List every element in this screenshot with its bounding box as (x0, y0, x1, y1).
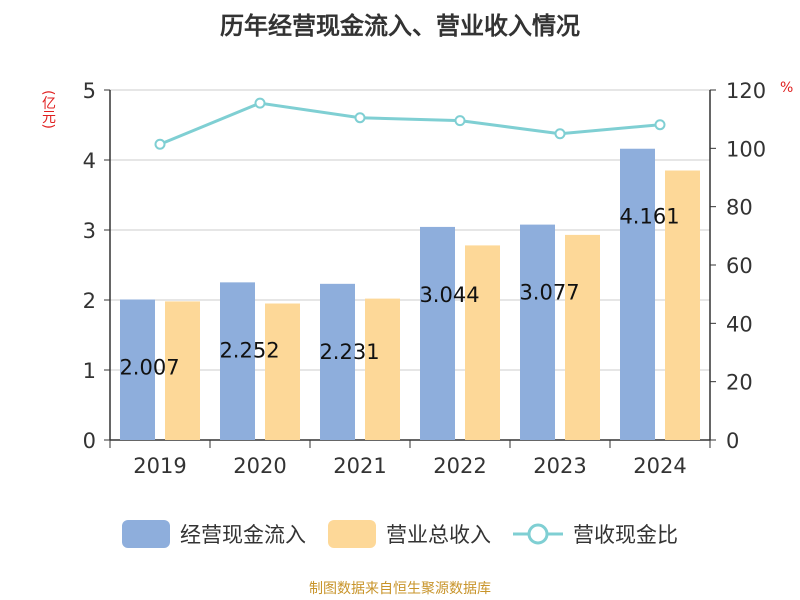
bar-cash-inflow (120, 299, 155, 440)
x-tick-label: 2019 (133, 454, 186, 478)
ratio-point (454, 115, 466, 127)
legend-swatch-revenue (328, 520, 376, 548)
y-right-tick-label: 80 (726, 196, 753, 220)
y-left-tick-label: 4 (83, 149, 96, 173)
data-label-cash-inflow: 2.252 (219, 338, 279, 362)
y-left-tick-label: 2 (83, 289, 96, 313)
legend-label-revenue: 营业总收入 (386, 523, 491, 547)
legend: 经营现金流入 营业总收入 营收现金比 (0, 516, 800, 552)
legend-item-cash-inflow[interactable]: 经营现金流入 (122, 519, 306, 549)
y-left-tick-label: 5 (83, 79, 96, 103)
data-label-cash-inflow: 4.161 (619, 205, 679, 229)
x-tick-label: 2021 (333, 454, 386, 478)
legend-label-cash-inflow: 经营现金流入 (180, 523, 306, 547)
data-label-cash-inflow: 2.007 (119, 356, 179, 380)
ratio-point (554, 128, 566, 140)
y-right-tick-label: 120 (726, 79, 766, 103)
legend-swatch-cash-inflow (122, 520, 170, 548)
y-left-unit: (亿元) (40, 90, 56, 129)
x-tick-label: 2022 (433, 454, 486, 478)
bar-cash-inflow (520, 224, 555, 440)
legend-item-ratio[interactable]: 营收现金比 (513, 519, 678, 549)
bar-revenue (265, 303, 300, 440)
y-left-tick-label: 0 (83, 429, 96, 453)
y-right-tick-label: 100 (726, 137, 766, 161)
data-label-cash-inflow: 3.044 (419, 283, 479, 307)
chart-title: 历年经营现金流入、营业收入情况 (220, 12, 580, 40)
y-right-tick-label: 40 (726, 312, 753, 336)
y-right-tick-label: 20 (726, 371, 753, 395)
data-label-cash-inflow: 3.077 (519, 281, 579, 305)
y-left-tick-label: 3 (83, 219, 96, 243)
y-left-tick-label: 1 (83, 359, 96, 383)
ratio-point (154, 138, 166, 150)
bar-revenue (165, 301, 200, 440)
bar-revenue (465, 245, 500, 440)
y-right-tick-label: 0 (726, 429, 739, 453)
bar-cash-inflow (620, 148, 655, 441)
ratio-point (254, 97, 266, 109)
ratio-line (159, 101, 661, 146)
legend-item-revenue[interactable]: 营业总收入 (328, 519, 491, 549)
bar-cash-inflow (320, 283, 355, 440)
legend-swatch-ratio (513, 523, 563, 545)
bar-cash-inflow (420, 226, 455, 440)
source-note: 制图数据来自恒生聚源数据库 (309, 581, 491, 597)
x-tick-label: 2024 (633, 454, 686, 478)
bar-revenue (665, 170, 700, 440)
y-right-tick-label: 60 (726, 254, 753, 278)
bar-cash-inflow (220, 282, 255, 440)
ratio-point (654, 119, 666, 131)
x-tick-label: 2020 (233, 454, 286, 478)
bar-revenue (365, 298, 400, 440)
data-label-cash-inflow: 2.231 (319, 340, 379, 364)
ratio-point (354, 112, 366, 124)
x-tick-label: 2023 (533, 454, 586, 478)
legend-label-ratio: 营收现金比 (573, 523, 678, 547)
y-right-unit: % (780, 80, 794, 96)
bar-revenue (565, 234, 600, 440)
